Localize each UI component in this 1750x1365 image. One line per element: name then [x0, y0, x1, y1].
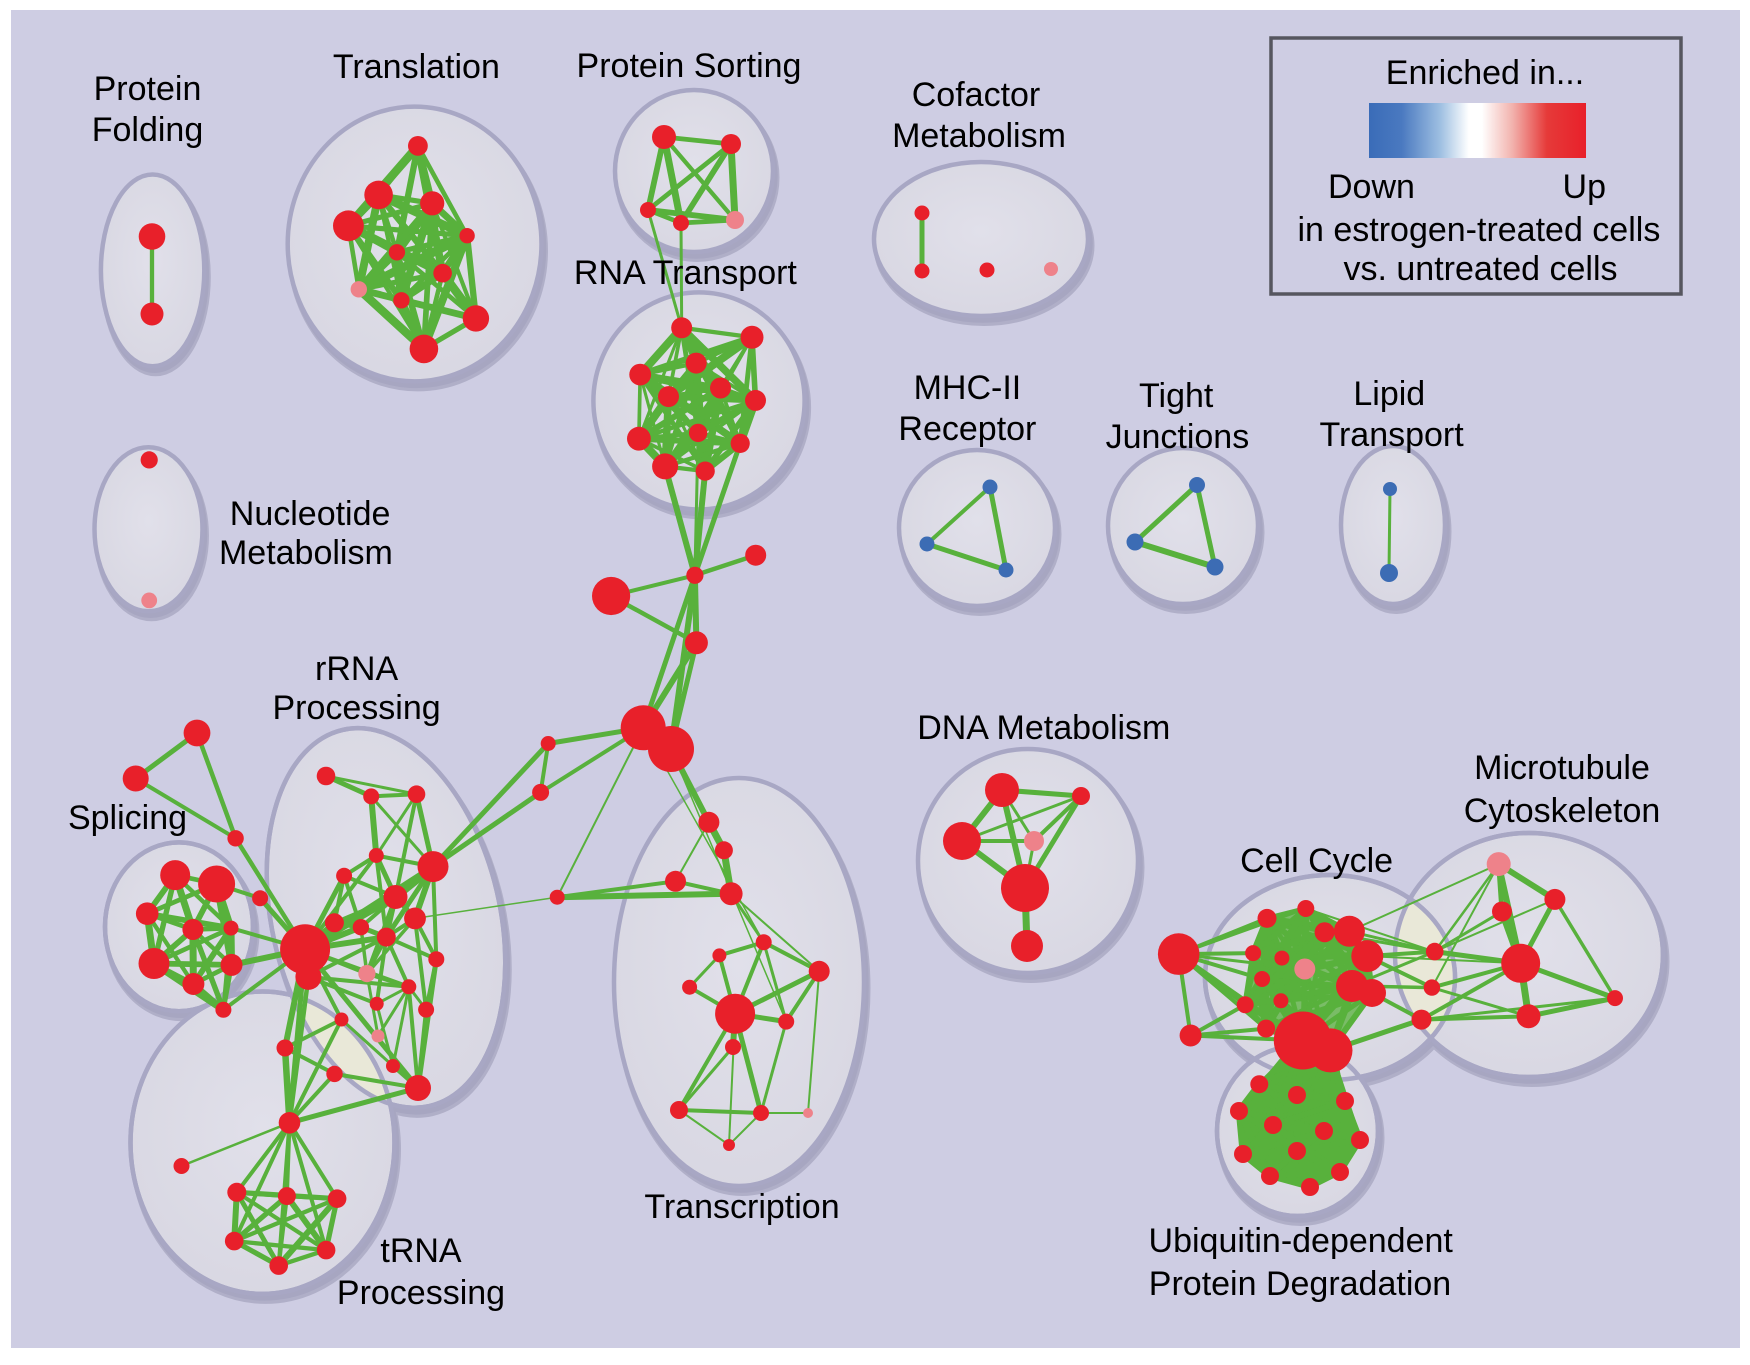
- svg-text:Microtubule: Microtubule: [1474, 749, 1650, 787]
- svg-text:Cytoskeleton: Cytoskeleton: [1464, 792, 1661, 830]
- svg-text:Protein Degradation: Protein Degradation: [1149, 1265, 1451, 1303]
- svg-text:Cell Cycle: Cell Cycle: [1240, 842, 1393, 880]
- svg-text:Folding: Folding: [92, 111, 204, 149]
- svg-text:vs. untreated cells: vs. untreated cells: [1343, 250, 1617, 288]
- svg-text:Protein: Protein: [94, 70, 202, 108]
- svg-text:DNA Metabolism: DNA Metabolism: [917, 709, 1170, 747]
- svg-text:Transcription: Transcription: [644, 1188, 839, 1226]
- svg-text:Junctions: Junctions: [1106, 418, 1250, 456]
- svg-text:Processing: Processing: [272, 689, 440, 727]
- svg-text:Receptor: Receptor: [898, 410, 1036, 448]
- svg-text:Cofactor: Cofactor: [912, 76, 1041, 114]
- svg-text:Processing: Processing: [337, 1274, 505, 1312]
- svg-text:Tight: Tight: [1139, 377, 1214, 415]
- svg-text:RNA Transport: RNA Transport: [574, 254, 798, 292]
- svg-text:Nucleotide: Nucleotide: [230, 495, 391, 533]
- svg-text:MHC-II: MHC-II: [914, 369, 1022, 407]
- svg-text:Metabolism: Metabolism: [892, 117, 1066, 155]
- svg-text:Down: Down: [1328, 168, 1415, 206]
- svg-text:Up: Up: [1563, 168, 1606, 206]
- svg-text:tRNA: tRNA: [380, 1232, 462, 1270]
- svg-text:in estrogen-treated cells: in estrogen-treated cells: [1297, 211, 1660, 249]
- svg-text:rRNA: rRNA: [315, 650, 398, 688]
- svg-text:Translation: Translation: [333, 48, 500, 86]
- svg-text:Lipid: Lipid: [1353, 375, 1425, 413]
- svg-text:Splicing: Splicing: [68, 799, 187, 837]
- svg-text:Metabolism: Metabolism: [219, 534, 393, 572]
- svg-text:Ubiquitin-dependent: Ubiquitin-dependent: [1149, 1222, 1454, 1260]
- svg-text:Transport: Transport: [1319, 416, 1464, 454]
- svg-text:Protein Sorting: Protein Sorting: [577, 47, 802, 85]
- svg-text:Enriched in...: Enriched in...: [1386, 54, 1584, 92]
